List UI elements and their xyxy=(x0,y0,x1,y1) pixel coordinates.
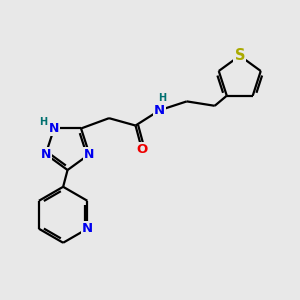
Text: N: N xyxy=(154,104,165,117)
Text: H: H xyxy=(39,117,47,127)
Text: N: N xyxy=(40,148,51,161)
Text: O: O xyxy=(136,143,148,156)
Text: H: H xyxy=(158,93,166,103)
Text: N: N xyxy=(49,122,59,135)
Text: N: N xyxy=(82,222,93,235)
Text: S: S xyxy=(235,48,245,63)
Text: N: N xyxy=(84,148,94,161)
